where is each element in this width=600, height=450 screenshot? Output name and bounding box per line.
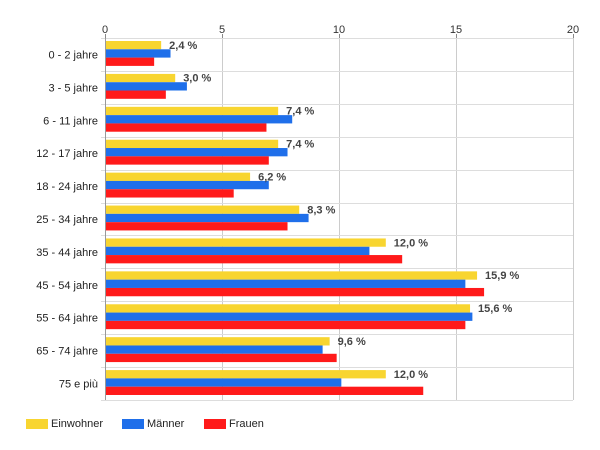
data-label: 2,4 % bbox=[169, 40, 197, 52]
bar-einwohner-4 bbox=[106, 172, 251, 181]
data-label: 9,6 % bbox=[338, 336, 366, 348]
bar-mnner-6 bbox=[106, 246, 370, 256]
data-labels: 2,4 % 3,0 % 7,4 % 7,4 % 6,2 % 8,3 % 12,0 % 15,9… bbox=[169, 40, 519, 381]
x-tick-label: 0 bbox=[102, 24, 108, 36]
bar-frauen-9 bbox=[106, 353, 337, 363]
data-label: 6,2 % bbox=[258, 171, 286, 183]
category-label: 25 - 34 jahre bbox=[36, 214, 98, 226]
bar-mnner-10 bbox=[106, 378, 342, 387]
bar-einwohner-8 bbox=[106, 304, 471, 313]
bar-frauen-10 bbox=[106, 386, 424, 395]
x-tick-label: 10 bbox=[333, 24, 345, 36]
bar-einwohner-9 bbox=[106, 337, 330, 346]
bar-einwohner-3 bbox=[106, 139, 279, 149]
bar-einwohner-7 bbox=[106, 271, 478, 280]
category-label: 65 - 74 jahre bbox=[36, 346, 98, 358]
x-tick-labels: 0 5 10 15 20 bbox=[102, 24, 579, 36]
category-label: 6 - 11 jahre bbox=[43, 115, 98, 127]
data-label: 8,3 % bbox=[307, 204, 335, 216]
category-label: 0 - 2 jahre bbox=[48, 49, 98, 61]
bar-mnner-5 bbox=[106, 213, 309, 223]
bar-frauen-6 bbox=[106, 255, 403, 264]
bar-einwohner-1 bbox=[106, 73, 176, 83]
legend-swatch-maenner bbox=[122, 419, 144, 429]
bar-einwohner-0 bbox=[106, 41, 162, 50]
bar-mnner-9 bbox=[106, 345, 323, 354]
category-labels: 0 - 2 jahre 3 - 5 jahre 6 - 11 jahre 12 - 1… bbox=[36, 49, 98, 390]
category-label: 45 - 54 jahre bbox=[36, 280, 98, 292]
data-label: 12,0 % bbox=[394, 369, 428, 381]
bar-mnner-7 bbox=[106, 279, 466, 288]
legend-label-einwohner: Einwohner bbox=[51, 418, 103, 430]
bar-mnner-1 bbox=[106, 82, 187, 91]
grid-layer bbox=[101, 34, 574, 401]
category-label: 35 - 44 jahre bbox=[36, 247, 98, 259]
bar-frauen-2 bbox=[106, 123, 267, 132]
bar-frauen-1 bbox=[106, 90, 166, 99]
data-label: 15,6 % bbox=[478, 303, 512, 315]
legend-swatch-einwohner bbox=[26, 419, 48, 429]
bar-mnner-2 bbox=[106, 115, 293, 124]
legend-label-frauen: Frauen bbox=[229, 418, 264, 430]
data-label: 12,0 % bbox=[394, 237, 428, 249]
bar-einwohner-10 bbox=[106, 370, 386, 379]
data-label: 7,4 % bbox=[286, 139, 314, 151]
bar-einwohner-6 bbox=[106, 238, 386, 247]
bar-frauen-3 bbox=[106, 156, 269, 165]
x-tick-label: 5 bbox=[219, 24, 225, 36]
bar-frauen-8 bbox=[106, 320, 466, 330]
bar-mnner-8 bbox=[106, 312, 473, 321]
bar-einwohner-5 bbox=[106, 205, 300, 214]
category-label: 55 - 64 jahre bbox=[36, 313, 98, 325]
bar-mnner-0 bbox=[106, 49, 171, 58]
x-tick-label: 15 bbox=[450, 24, 462, 36]
bar-einwohner-2 bbox=[106, 106, 279, 116]
category-label: 3 - 5 jahre bbox=[48, 82, 98, 94]
category-label: 18 - 24 jahre bbox=[36, 181, 98, 193]
data-label: 15,9 % bbox=[485, 270, 519, 282]
data-label: 3,0 % bbox=[183, 73, 211, 85]
bars bbox=[106, 41, 485, 395]
legend-swatch-frauen bbox=[204, 419, 226, 429]
x-tick-label: 20 bbox=[567, 24, 579, 36]
bar-mnner-3 bbox=[106, 148, 288, 157]
bar-frauen-0 bbox=[106, 57, 155, 66]
bar-frauen-5 bbox=[106, 222, 288, 231]
bar-frauen-7 bbox=[106, 287, 485, 297]
legend-label-maenner: Männer bbox=[147, 418, 185, 430]
category-label: 75 e più bbox=[59, 379, 98, 391]
data-label: 7,4 % bbox=[286, 106, 314, 118]
category-label: 12 - 17 jahre bbox=[36, 148, 98, 160]
bar-frauen-4 bbox=[106, 189, 234, 198]
bar-mnner-4 bbox=[106, 180, 269, 190]
